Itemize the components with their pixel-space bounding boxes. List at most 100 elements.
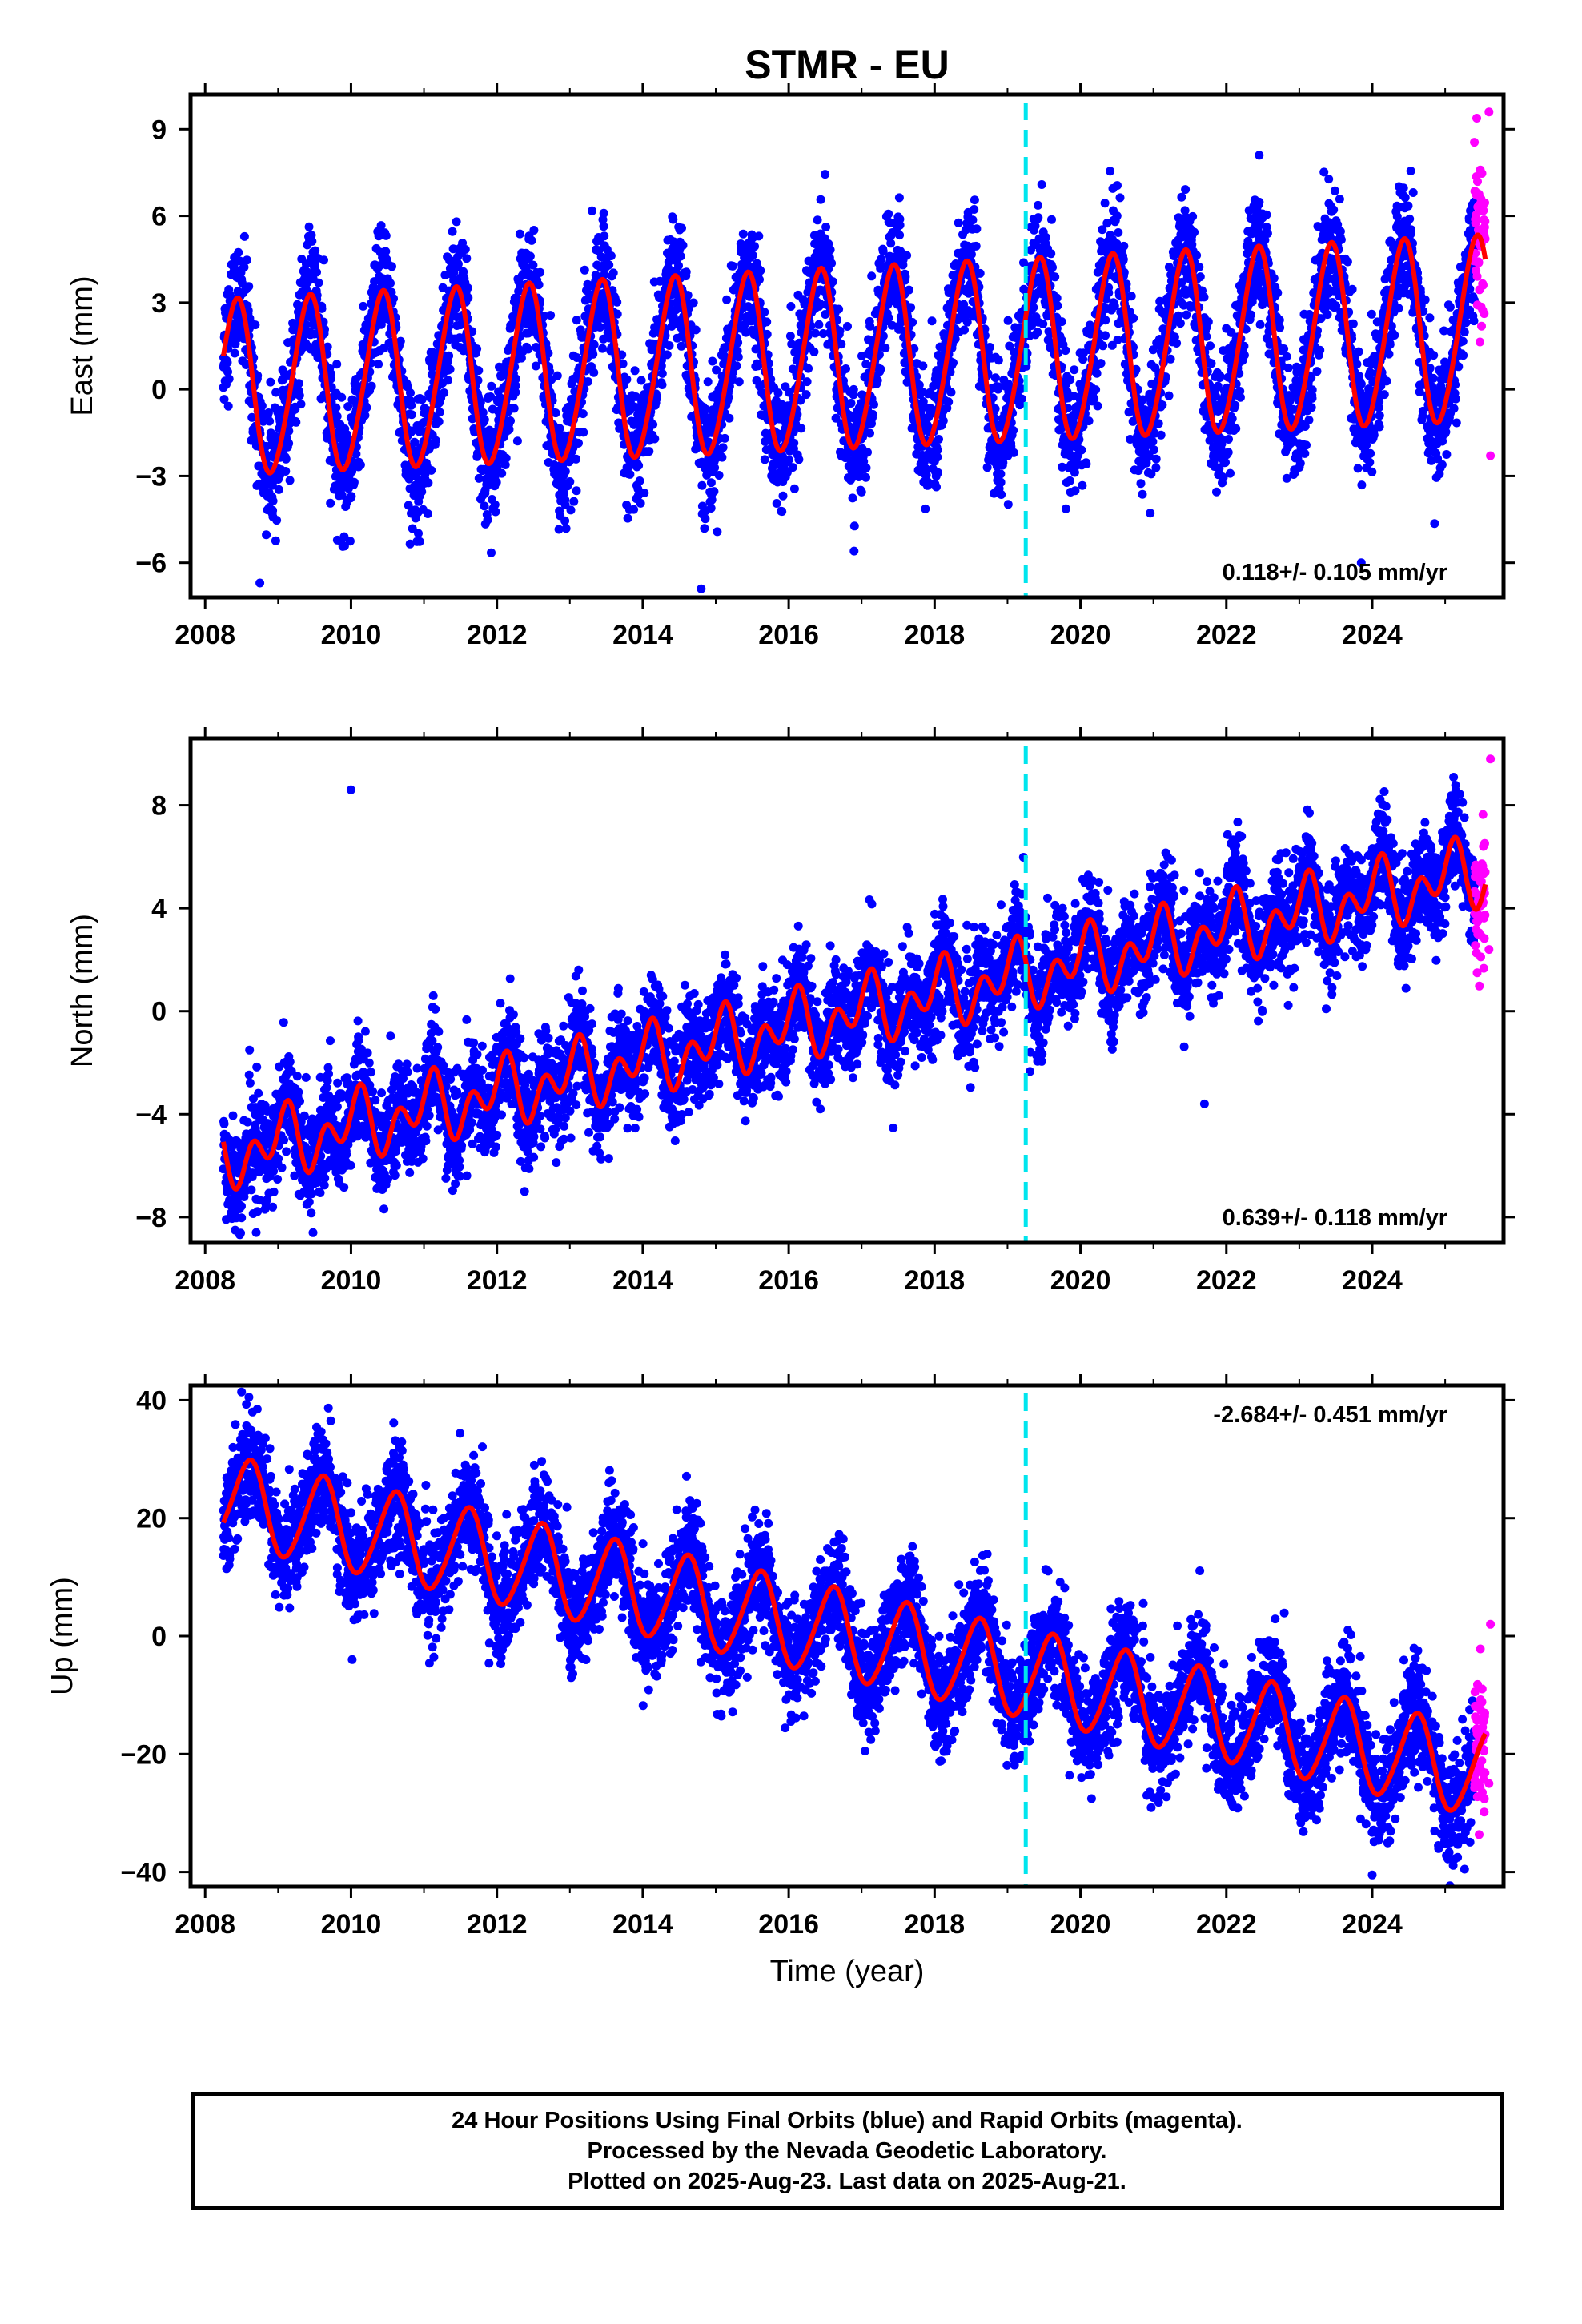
east-point [223, 401, 233, 411]
east-point [417, 487, 427, 497]
east-point [1027, 321, 1036, 330]
east-point [417, 395, 427, 404]
east-point [848, 493, 857, 503]
east-point [994, 356, 1003, 365]
east-point [825, 245, 835, 255]
east-point [867, 271, 877, 281]
east-point [435, 408, 444, 417]
east-point [970, 205, 979, 214]
east-point [291, 417, 301, 427]
east-point [849, 521, 859, 531]
east-point [1190, 227, 1199, 237]
east-point [1203, 317, 1213, 327]
east-point [738, 229, 748, 239]
east-point [525, 251, 535, 261]
east-point [1106, 167, 1115, 176]
east-point [474, 473, 484, 483]
east-point [760, 308, 769, 317]
east-point [347, 492, 356, 501]
east-point [794, 455, 804, 464]
east-point [701, 514, 710, 524]
east-point [598, 344, 607, 353]
east-point [604, 260, 614, 270]
east-point [725, 413, 734, 423]
east-point [815, 299, 825, 308]
east-point [381, 231, 391, 240]
east-point [934, 435, 943, 444]
east-point [837, 340, 846, 349]
east-point [474, 366, 484, 376]
east-point [588, 206, 596, 215]
east-point [674, 261, 683, 271]
east-point [574, 438, 583, 448]
east-point [861, 463, 871, 472]
east-point [1046, 249, 1056, 259]
east-point [351, 449, 361, 459]
east-point [1104, 288, 1114, 297]
east-point [809, 347, 819, 356]
east-point [998, 458, 1008, 468]
east-point [406, 388, 415, 398]
east-point [527, 235, 536, 245]
east-point [1034, 200, 1042, 210]
east-point [797, 424, 806, 433]
east-point [386, 279, 395, 288]
east-point [219, 395, 229, 404]
east-point [434, 417, 444, 426]
east-point [323, 342, 332, 352]
east-point [732, 361, 741, 371]
east-point [281, 454, 291, 464]
east-point [389, 294, 398, 304]
east-point [242, 255, 251, 265]
east-point [317, 304, 327, 313]
east-point [1235, 392, 1245, 402]
east-point [1215, 372, 1225, 381]
east-point [1195, 272, 1205, 282]
east-point [234, 247, 243, 257]
east-point [1112, 211, 1122, 221]
east-point [1154, 419, 1163, 428]
east-point [895, 231, 905, 240]
east-point [272, 516, 282, 525]
east-point [1166, 354, 1175, 364]
east-point [612, 297, 622, 307]
east-point [1047, 215, 1056, 224]
east-point [689, 298, 698, 308]
east-point [821, 170, 830, 179]
east-point [492, 477, 501, 487]
east-point [813, 215, 822, 225]
east-point [1255, 197, 1264, 207]
east-point [617, 350, 627, 360]
east-point [415, 537, 424, 546]
east-point [1182, 310, 1191, 320]
east-point [544, 348, 553, 358]
east-point [623, 513, 632, 523]
east-point [657, 380, 667, 389]
east-point [589, 340, 599, 349]
east-point [709, 487, 719, 497]
east-point [828, 277, 837, 287]
east-point [332, 360, 342, 369]
east-point [625, 469, 635, 479]
east-point [360, 411, 370, 420]
east-point [650, 434, 660, 444]
east-point [1101, 316, 1110, 325]
east-point [938, 416, 948, 425]
east-point [718, 443, 728, 452]
east-point [796, 396, 805, 405]
east-point [960, 325, 969, 335]
east-point [946, 368, 955, 376]
east-point [599, 222, 608, 231]
east-point [954, 218, 963, 227]
east-point [500, 460, 510, 469]
east-point [1146, 509, 1155, 518]
east-point [452, 217, 461, 227]
east-point [343, 402, 353, 412]
east-point [701, 404, 711, 414]
east-point [990, 404, 1000, 413]
east-point [669, 215, 678, 224]
east-point [884, 209, 893, 219]
east-point [1003, 316, 1013, 325]
east-point [223, 367, 232, 376]
east-point [801, 390, 811, 400]
